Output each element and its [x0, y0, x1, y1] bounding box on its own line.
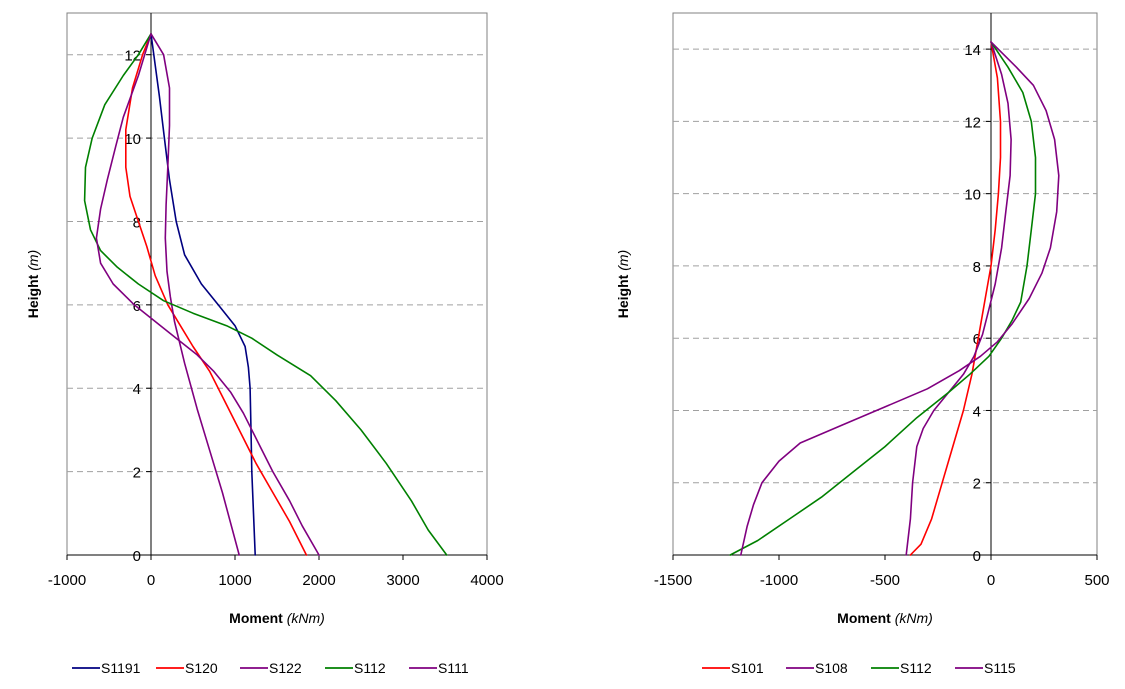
series-line-s111	[95, 33, 320, 556]
series-line-s122	[150, 33, 240, 556]
series-line-s112	[83, 33, 448, 556]
series-line-s101	[909, 41, 1002, 556]
series-line-s108	[905, 41, 1012, 556]
y-tick-label: 8	[133, 214, 141, 231]
legend-label-s101: S101	[731, 660, 764, 676]
x-tick-label: 500	[1084, 572, 1109, 589]
legend: S1191 S120 S122 S112 S111	[72, 660, 469, 676]
series-line-s115	[740, 41, 1060, 556]
y-tick-label: 4	[973, 403, 981, 420]
x-tick-label: 2000	[302, 572, 335, 589]
y-tick-label: 0	[973, 548, 981, 565]
legend-label-s108: S108	[815, 660, 848, 676]
x-tick-label: 0	[987, 572, 995, 589]
x-axis-title: Moment (kNm)	[229, 610, 325, 626]
legend-label-s120: S120	[185, 660, 218, 676]
x-tick-label: 4000	[470, 572, 503, 589]
legend-label-s111: S111	[438, 660, 469, 676]
legend-label-s112: S112	[354, 660, 386, 676]
chart-2: 0 2 4 6 8 10 12 14 -1500 -1000 -500 0 500 Moment (kNm…	[615, 12, 1110, 676]
legend-label-s122: S122	[269, 660, 302, 676]
y-tick-label: 12	[124, 48, 141, 65]
plot-area-border	[672, 12, 1098, 556]
x-tick-label: -1000	[48, 572, 86, 589]
y-axis-title-name: Height	[25, 271, 41, 318]
y-tick-label: 0	[133, 548, 141, 565]
y-tick-label: 12	[964, 114, 981, 131]
y-tick-label: 10	[964, 187, 981, 204]
y-tick-label: 8	[973, 259, 981, 276]
x-axis-title-name: Moment	[837, 610, 895, 626]
series-line-s120	[125, 33, 308, 556]
plot-area-border	[66, 12, 488, 556]
y-axis-title: Height (m)	[25, 250, 41, 318]
x-axis-title-unit: (kNm)	[287, 610, 325, 626]
series-line-s112	[729, 41, 1037, 556]
y-axis-title: Height (m)	[615, 250, 631, 318]
legend-label-s115: S115	[984, 660, 1016, 676]
y-tick-label: 10	[124, 131, 141, 148]
x-tick-label: 1000	[218, 572, 251, 589]
y-tick-label: 4	[133, 381, 141, 398]
x-tick-label: -1000	[760, 572, 798, 589]
x-axis-title-name: Moment	[229, 610, 287, 626]
y-tick-label: 2	[133, 465, 141, 482]
x-tick-label: -500	[870, 572, 900, 589]
y-tick-label: 2	[973, 476, 981, 493]
legend: S101 S108 S112 S115	[702, 660, 1016, 676]
x-tick-label: 3000	[386, 572, 419, 589]
x-axis-title-unit: (kNm)	[895, 610, 933, 626]
x-tick-label: -1500	[654, 572, 692, 589]
y-axis-title-unit: (m)	[615, 250, 631, 271]
x-tick-label: 0	[147, 572, 155, 589]
y-axis-title-name: Height	[615, 271, 631, 318]
x-axis-title: Moment (kNm)	[837, 610, 933, 626]
legend-label-s1191: S1191	[101, 660, 141, 676]
y-tick-label: 14	[964, 42, 981, 59]
y-axis-title-unit: (m)	[25, 250, 41, 271]
series-line-s1191	[150, 33, 256, 556]
legend-label-s112: S112	[900, 660, 932, 676]
y-tick-label: 6	[973, 331, 981, 348]
